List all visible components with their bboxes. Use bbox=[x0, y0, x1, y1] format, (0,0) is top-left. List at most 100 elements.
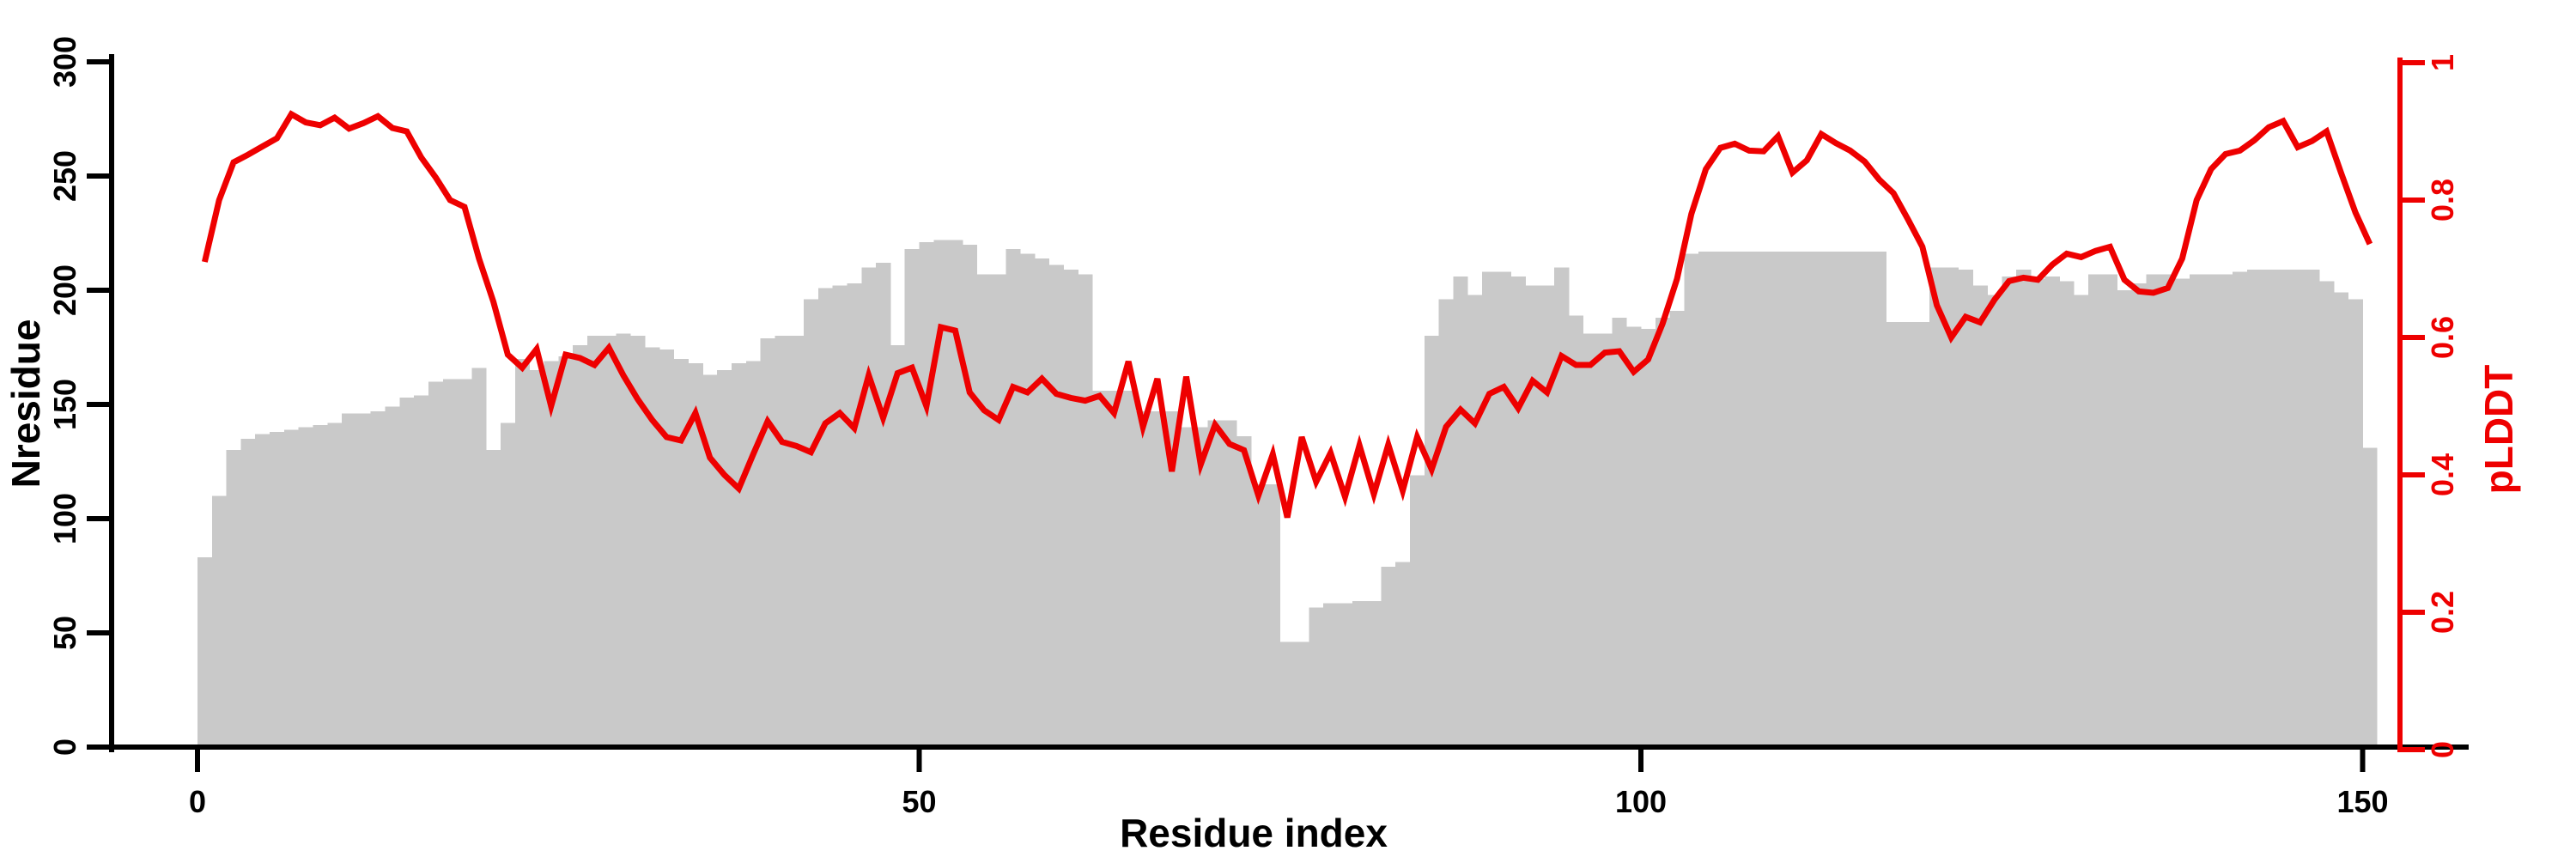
bar bbox=[514, 358, 531, 747]
bar bbox=[414, 395, 429, 747]
bar bbox=[558, 356, 574, 747]
bar bbox=[847, 283, 862, 747]
y-left-tick-label: 250 bbox=[47, 150, 82, 202]
y-right-tick-label: 0 bbox=[2425, 741, 2460, 758]
bar bbox=[1771, 251, 1786, 747]
bar bbox=[2074, 295, 2089, 747]
bar bbox=[442, 379, 458, 747]
bar bbox=[2146, 274, 2161, 747]
bar bbox=[2362, 447, 2378, 747]
bar bbox=[991, 274, 1006, 747]
bar bbox=[501, 422, 516, 747]
bar bbox=[2016, 270, 2032, 747]
bar bbox=[399, 398, 415, 747]
bar bbox=[1799, 251, 1815, 747]
bar bbox=[1684, 253, 1699, 747]
bar bbox=[1496, 271, 1512, 748]
bar bbox=[731, 363, 747, 747]
bar bbox=[1669, 310, 1685, 747]
bar bbox=[1005, 249, 1021, 747]
bar bbox=[1583, 333, 1598, 747]
bar bbox=[471, 368, 487, 747]
bar bbox=[832, 285, 848, 747]
y-left-tick-label: 200 bbox=[47, 264, 82, 316]
bar bbox=[2189, 274, 2204, 747]
bar bbox=[616, 333, 631, 747]
bar bbox=[1179, 427, 1194, 747]
bar bbox=[1410, 475, 1425, 747]
bar bbox=[1352, 600, 1368, 747]
bar bbox=[673, 358, 689, 747]
bar bbox=[2059, 281, 2075, 747]
bar bbox=[933, 240, 949, 748]
bar bbox=[428, 381, 444, 747]
bar bbox=[1265, 484, 1281, 747]
bar bbox=[1554, 267, 1570, 747]
bar bbox=[1900, 322, 1916, 747]
bar bbox=[586, 336, 603, 747]
bar bbox=[385, 406, 400, 747]
bar bbox=[1698, 251, 1714, 747]
bar bbox=[1482, 271, 1498, 748]
bar bbox=[861, 267, 877, 747]
bar bbox=[804, 299, 819, 747]
bar bbox=[1540, 285, 1555, 747]
bar bbox=[255, 434, 270, 747]
bar bbox=[948, 240, 963, 748]
bar bbox=[1279, 641, 1295, 747]
bar bbox=[529, 370, 544, 747]
x-tick-label: 150 bbox=[2336, 784, 2388, 819]
bar bbox=[270, 431, 285, 747]
plddt-line bbox=[201, 110, 2373, 519]
bar bbox=[702, 374, 718, 747]
bar bbox=[197, 557, 213, 747]
bar bbox=[1366, 600, 1382, 747]
bar bbox=[1944, 267, 1959, 747]
bar bbox=[211, 495, 228, 747]
bar bbox=[283, 429, 300, 747]
bar bbox=[2261, 270, 2277, 747]
bar bbox=[1107, 391, 1122, 747]
bar bbox=[1309, 607, 1324, 747]
bar bbox=[2088, 274, 2104, 747]
bar bbox=[1164, 410, 1180, 747]
bar bbox=[1641, 329, 1656, 747]
bar bbox=[2102, 274, 2118, 747]
bar bbox=[645, 347, 660, 747]
y-left-tick-label: 300 bbox=[47, 36, 82, 88]
bar bbox=[688, 363, 703, 747]
x-tick-label: 0 bbox=[189, 784, 206, 819]
bar bbox=[1048, 264, 1064, 747]
bar bbox=[976, 274, 992, 747]
bar bbox=[2030, 278, 2046, 747]
bar bbox=[2233, 271, 2248, 748]
bar bbox=[457, 379, 472, 747]
bar bbox=[544, 361, 559, 747]
bar bbox=[1092, 391, 1108, 747]
bar bbox=[355, 413, 372, 747]
bar bbox=[876, 263, 891, 748]
bar bbox=[1871, 251, 1887, 747]
bar bbox=[1857, 251, 1873, 747]
bar bbox=[226, 450, 241, 747]
bar bbox=[1886, 322, 1901, 747]
bar bbox=[1756, 251, 1771, 747]
bar bbox=[890, 344, 906, 747]
bar bbox=[1828, 251, 1844, 747]
bars-series bbox=[197, 240, 2378, 748]
bar bbox=[1655, 317, 1671, 747]
bar bbox=[1207, 420, 1223, 747]
bar bbox=[1381, 566, 1396, 747]
bar bbox=[486, 450, 501, 747]
y-left-tick-label: 150 bbox=[47, 379, 82, 430]
bar bbox=[717, 370, 732, 747]
bar bbox=[1078, 274, 1093, 747]
bar bbox=[745, 361, 761, 747]
bar bbox=[630, 336, 646, 747]
bar bbox=[2160, 274, 2176, 747]
bar bbox=[1958, 270, 1974, 747]
bar bbox=[298, 427, 313, 747]
bar bbox=[1713, 251, 1728, 747]
bar bbox=[1193, 427, 1209, 747]
bar bbox=[1294, 641, 1309, 747]
